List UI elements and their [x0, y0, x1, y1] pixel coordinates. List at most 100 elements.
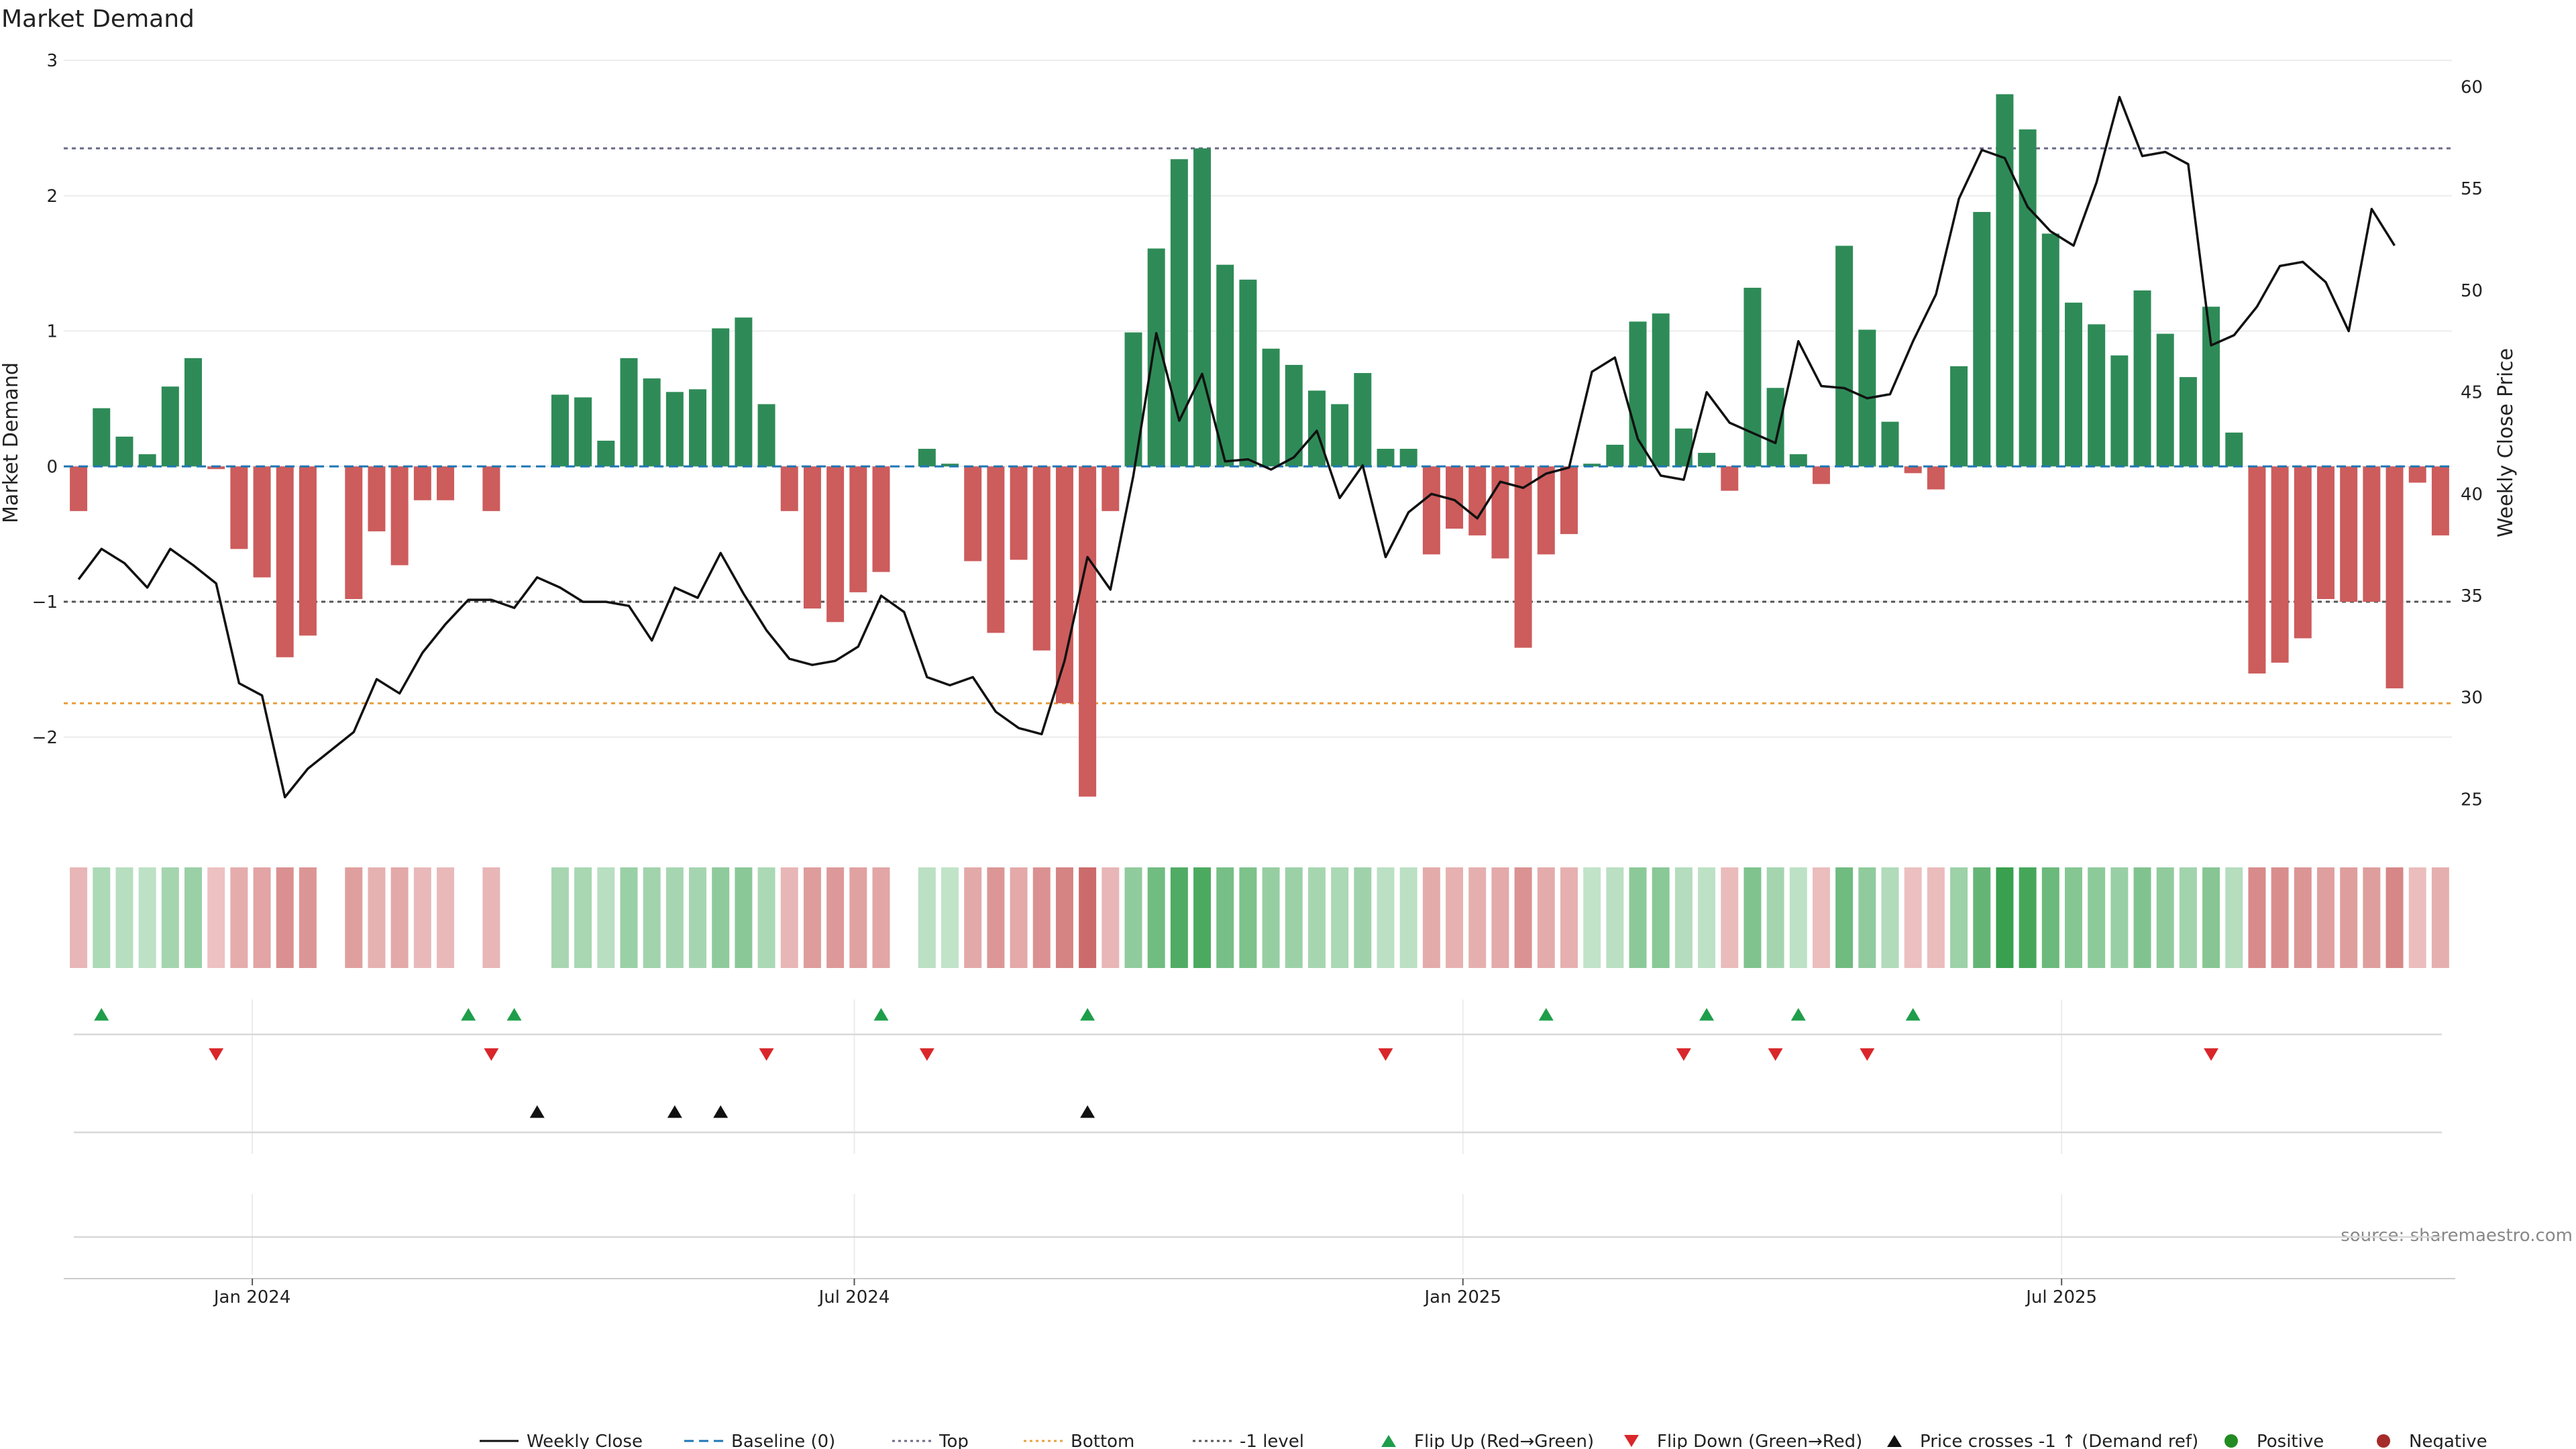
demand-bar-positive	[551, 394, 569, 467]
y2-tick-label: 50	[2461, 281, 2483, 301]
weekly-close-line	[77, 95, 2396, 799]
demand-bar-positive	[1950, 366, 1968, 467]
heat-strip-cell	[1446, 867, 1464, 968]
heat-strip-cell	[2431, 867, 2449, 968]
heat-strip-cell	[1422, 867, 1440, 968]
heat-strip-cell	[964, 867, 982, 968]
x-tick-label: Jul 2025	[2025, 1287, 2097, 1307]
heat-strip-cell	[1858, 867, 1876, 968]
heat-strip-cell	[2340, 867, 2358, 968]
heat-strip-cell	[1789, 867, 1807, 968]
chart-title: Market Demand	[1, 5, 195, 33]
heat-strip-cell	[2156, 867, 2174, 968]
heat-strip-cell	[551, 867, 569, 968]
heat-strip-cell	[1331, 867, 1349, 968]
heat-strip-cell	[1193, 867, 1212, 968]
heat-strip-cell	[1285, 867, 1303, 968]
demand-bar-positive	[93, 408, 111, 467]
heat-strip-cell	[2110, 867, 2129, 968]
demand-bar-negative	[1491, 466, 1509, 559]
heat-strip-cell	[368, 867, 386, 968]
heat-strip-cell	[620, 867, 638, 968]
demand-bar-negative	[276, 466, 294, 657]
heat-strip-cell	[1010, 867, 1028, 968]
heat-strip-cell	[1698, 867, 1716, 968]
demand-bar-negative	[1102, 466, 1120, 511]
heat-strip-cell	[345, 867, 363, 968]
demand-bar-negative	[253, 466, 271, 578]
heat-strip-cell	[207, 867, 225, 968]
demand-bar-negative	[482, 466, 500, 511]
legend-label: Positive	[2257, 1432, 2324, 1449]
legend-swatch-dot	[2224, 1434, 2238, 1448]
demand-bar-negative	[2431, 466, 2449, 536]
demand-bar-positive	[2133, 290, 2151, 467]
demand-bar-negative	[1927, 466, 1945, 490]
heat-strip-cell	[115, 867, 133, 968]
demand-bar-positive	[643, 378, 661, 467]
demand-bar-negative	[2340, 466, 2358, 602]
demand-bar-negative	[2385, 466, 2404, 689]
demand-bar-positive	[1996, 94, 2014, 467]
flip-down-marker	[759, 1048, 774, 1061]
demand-bar-negative	[1010, 466, 1028, 560]
heat-strip-cell	[1491, 867, 1509, 968]
heat-strip-cell	[2363, 867, 2381, 968]
heat-strip-cell	[437, 867, 455, 968]
y-tick-label: 2	[46, 186, 58, 207]
demand-bar-positive	[2041, 233, 2059, 467]
heat-strip-cell	[2294, 867, 2312, 968]
heat-strip-cell	[574, 867, 592, 968]
demand-bar-positive	[1124, 332, 1142, 467]
heat-strip-cell	[757, 867, 775, 968]
flip-down-marker	[919, 1048, 934, 1061]
heat-strip-cell	[2271, 867, 2289, 968]
y2-tick-label: 30	[2461, 688, 2483, 708]
demand-bar-negative	[437, 466, 455, 500]
price-cross-marker	[713, 1105, 729, 1118]
heat-strip-cell	[665, 867, 684, 968]
demand-bar-positive	[2225, 432, 2243, 467]
demand-bar-negative	[230, 466, 248, 549]
flip-down-marker	[1768, 1048, 1783, 1061]
heat-strip-cell	[1514, 867, 1532, 968]
y-tick-label: 1	[46, 322, 58, 342]
heat-strip-cell	[230, 867, 248, 968]
heat-strip-cell	[1399, 867, 1417, 968]
demand-bar-positive	[2179, 377, 2197, 467]
demand-bar-positive	[1262, 348, 1280, 467]
heat-strip-cell	[1079, 867, 1097, 968]
demand-bar-positive	[1629, 321, 1647, 467]
heat-strip-cell	[1904, 867, 1922, 968]
heat-strip-cell	[2248, 867, 2266, 968]
demand-bar-negative	[1904, 466, 1922, 474]
demand-bar-positive	[1216, 264, 1234, 467]
flip-down-marker	[2204, 1048, 2219, 1061]
demand-bar-negative	[2317, 466, 2334, 599]
heat-strip-cell	[1996, 867, 2014, 968]
heat-strip-cell	[1743, 867, 1762, 968]
heat-strip-cell	[1881, 867, 1899, 968]
heat-strip-cell	[1468, 867, 1487, 968]
demand-bar-negative	[803, 466, 821, 609]
y2-tick-label: 25	[2461, 790, 2483, 810]
demand-bar-negative	[1537, 466, 1555, 555]
legend-label: Bottom	[1071, 1432, 1134, 1449]
demand-bar-positive	[1766, 388, 1784, 467]
flip-down-marker	[1378, 1048, 1393, 1061]
demand-bar-negative	[207, 466, 225, 470]
y-tick-label: 3	[46, 51, 58, 71]
demand-bar-positive	[1239, 279, 1257, 467]
heat-strip-cell	[2179, 867, 2197, 968]
heat-strip-cell	[2385, 867, 2404, 968]
demand-bar-negative	[368, 466, 386, 532]
heat-strip-cell	[826, 867, 845, 968]
demand-bar-negative	[826, 466, 845, 623]
flip-down-marker	[1860, 1048, 1875, 1061]
x-tick-label: Jan 2025	[1423, 1287, 1501, 1307]
flip-down-marker	[209, 1048, 224, 1061]
source-note: source: sharemaestro.com	[2341, 1226, 2573, 1246]
heat-strip-cell	[1055, 867, 1073, 968]
demand-bar-negative	[872, 466, 890, 572]
heat-strip-cell	[1124, 867, 1142, 968]
